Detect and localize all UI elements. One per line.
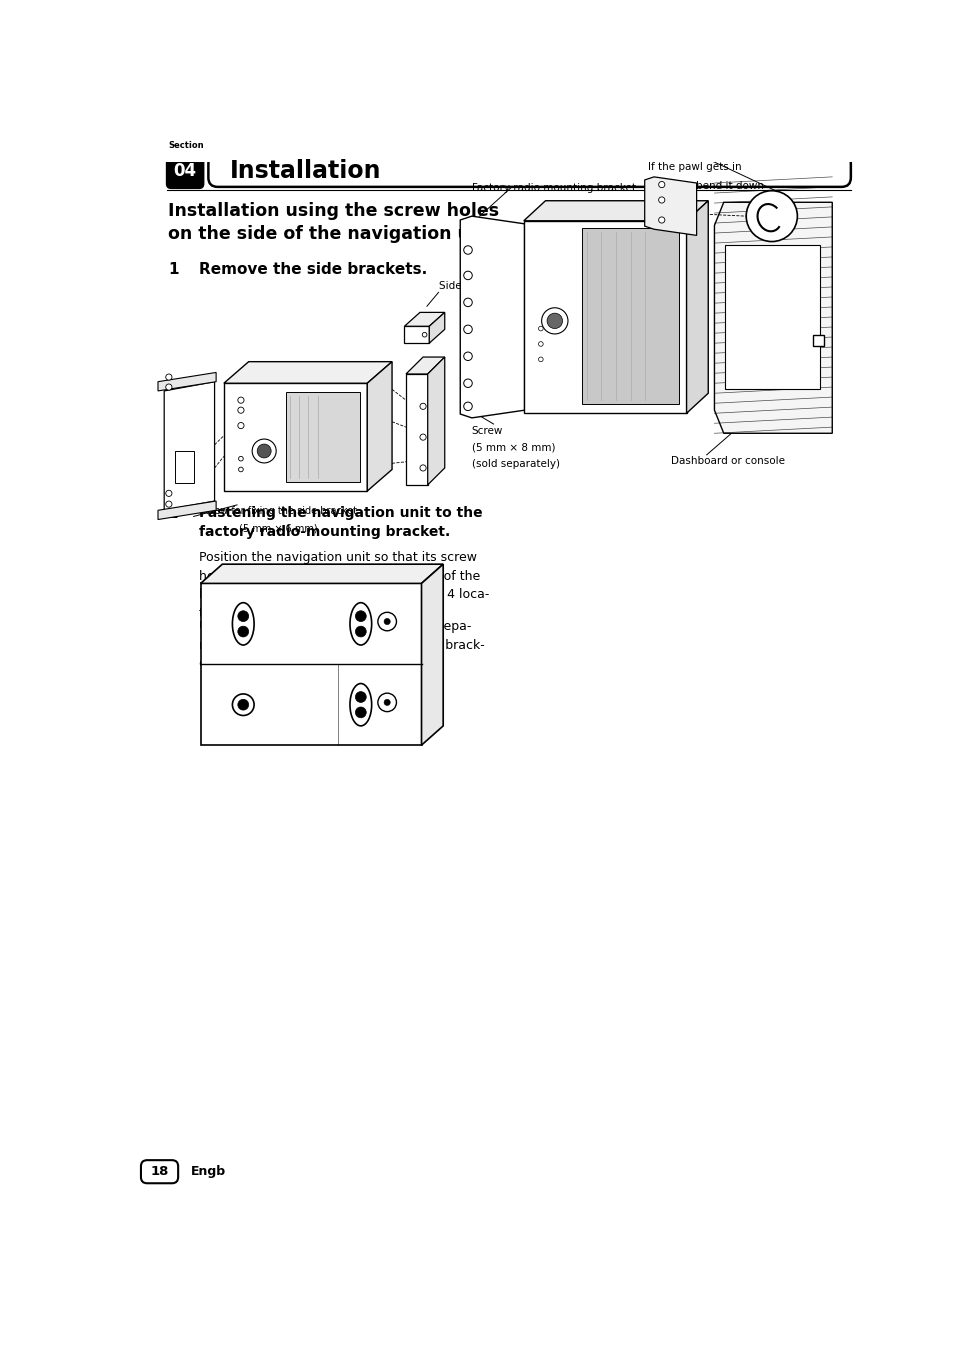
FancyBboxPatch shape [167, 153, 204, 188]
Polygon shape [224, 362, 392, 383]
Polygon shape [427, 357, 444, 485]
Polygon shape [421, 564, 443, 745]
Text: (5 mm × 6 mm): (5 mm × 6 mm) [238, 523, 317, 534]
Circle shape [355, 611, 366, 622]
Circle shape [233, 694, 253, 715]
Text: Screw for fixing the side bracket: Screw for fixing the side bracket [199, 507, 356, 516]
Bar [174, 452, 194, 483]
Ellipse shape [350, 684, 372, 726]
Polygon shape [158, 372, 216, 391]
Text: Installation using the screw holes: Installation using the screw holes [168, 203, 498, 220]
Circle shape [419, 403, 426, 410]
Polygon shape [459, 216, 524, 418]
Circle shape [463, 272, 472, 280]
Circle shape [463, 324, 472, 334]
FancyBboxPatch shape [141, 1160, 178, 1183]
Text: the way, bend it down: the way, bend it down [647, 181, 763, 191]
Circle shape [237, 611, 249, 622]
Circle shape [355, 692, 366, 703]
Text: 2: 2 [168, 507, 178, 522]
Text: Dashboard or console: Dashboard or console [670, 457, 784, 466]
Polygon shape [714, 203, 831, 433]
Circle shape [384, 699, 390, 706]
Circle shape [257, 443, 271, 458]
Polygon shape [200, 564, 443, 584]
Text: Remove the side brackets.: Remove the side brackets. [199, 262, 427, 277]
Circle shape [463, 402, 472, 411]
Circle shape [745, 191, 797, 242]
Bar [286, 392, 359, 481]
Circle shape [237, 699, 249, 710]
Ellipse shape [350, 603, 372, 645]
Circle shape [377, 612, 396, 631]
Polygon shape [164, 381, 214, 510]
Circle shape [252, 439, 276, 462]
Polygon shape [367, 362, 392, 491]
Circle shape [166, 491, 172, 496]
Polygon shape [406, 375, 427, 485]
Bar [812, 335, 822, 346]
Circle shape [237, 407, 244, 414]
Circle shape [537, 357, 542, 362]
Polygon shape [429, 312, 444, 343]
Circle shape [463, 299, 472, 307]
Text: Position the navigation unit so that its screw
holes are aligned with the screw : Position the navigation unit so that its… [199, 552, 489, 619]
Polygon shape [158, 502, 216, 519]
Text: Installation: Installation [230, 158, 381, 183]
Circle shape [237, 626, 249, 637]
Polygon shape [523, 200, 707, 220]
Bar [724, 245, 819, 388]
Text: Factory radio mounting bracket: Factory radio mounting bracket [472, 183, 636, 193]
Circle shape [537, 342, 542, 346]
Circle shape [377, 694, 396, 711]
Circle shape [463, 246, 472, 254]
Polygon shape [523, 220, 686, 414]
Polygon shape [406, 357, 444, 375]
Text: Fastening the navigation unit to the
factory radio-mounting bracket.: Fastening the navigation unit to the fac… [199, 507, 482, 539]
Text: 04: 04 [173, 162, 196, 180]
Circle shape [419, 434, 426, 441]
Polygon shape [404, 326, 429, 343]
Circle shape [541, 308, 567, 334]
Circle shape [546, 314, 562, 329]
Circle shape [238, 468, 243, 472]
Circle shape [463, 352, 472, 361]
Circle shape [355, 626, 366, 637]
Text: 1: 1 [168, 262, 178, 277]
Circle shape [419, 465, 426, 470]
Text: on the side of the navigation unit: on the side of the navigation unit [168, 226, 497, 243]
Text: (sold separately): (sold separately) [472, 460, 559, 469]
Polygon shape [644, 177, 696, 235]
Circle shape [463, 379, 472, 388]
Ellipse shape [233, 603, 253, 645]
Circle shape [355, 707, 366, 718]
Text: If the pawl gets in: If the pawl gets in [647, 162, 740, 172]
Circle shape [537, 326, 542, 331]
Polygon shape [224, 383, 367, 491]
Text: Screw: Screw [472, 426, 503, 435]
Text: (5 mm × 8 mm): (5 mm × 8 mm) [472, 442, 555, 453]
Text: Use the screws (5 mm × 8 mm) (sold sepa-
rately), depending on the shape of the : Use the screws (5 mm × 8 mm) (sold sepa-… [199, 621, 484, 671]
Circle shape [237, 423, 244, 429]
Circle shape [384, 618, 390, 625]
Text: 18: 18 [151, 1165, 169, 1178]
Circle shape [166, 375, 172, 380]
Text: Side bracket: Side bracket [439, 281, 504, 291]
Circle shape [166, 502, 172, 507]
Circle shape [658, 181, 664, 188]
Polygon shape [686, 200, 707, 414]
Bar [581, 228, 679, 404]
Text: Section: Section [168, 141, 204, 150]
FancyBboxPatch shape [208, 154, 850, 187]
Circle shape [658, 197, 664, 203]
Text: Engb: Engb [191, 1165, 226, 1178]
Polygon shape [404, 312, 444, 326]
Circle shape [166, 384, 172, 391]
Polygon shape [200, 584, 421, 745]
Circle shape [422, 333, 427, 337]
Circle shape [237, 397, 244, 403]
Circle shape [658, 216, 664, 223]
Circle shape [238, 457, 243, 461]
